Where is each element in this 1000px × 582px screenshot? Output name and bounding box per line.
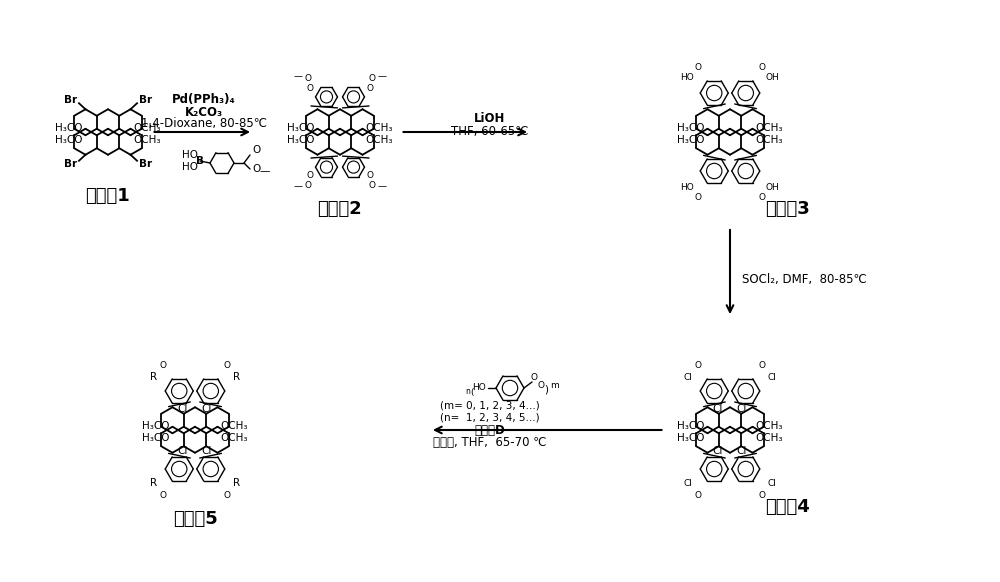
Text: Cl: Cl — [178, 446, 188, 456]
Text: OCH₃: OCH₃ — [134, 135, 161, 145]
Text: H₃CO: H₃CO — [677, 123, 704, 133]
Text: O: O — [758, 193, 765, 201]
Text: HO: HO — [472, 384, 486, 392]
Text: O: O — [160, 491, 167, 499]
Text: Br: Br — [139, 95, 152, 105]
Text: LiOH: LiOH — [474, 112, 506, 125]
Text: Cl: Cl — [713, 403, 723, 413]
Text: Br: Br — [139, 159, 152, 169]
Text: H₃CO: H₃CO — [287, 135, 314, 145]
Text: H₃CO: H₃CO — [677, 421, 704, 431]
Text: 化合物5: 化合物5 — [173, 510, 217, 528]
Text: OCH₃: OCH₃ — [756, 123, 783, 133]
Text: 化合物D: 化合物D — [475, 424, 505, 436]
Text: HO: HO — [182, 150, 198, 160]
Text: O: O — [366, 84, 373, 93]
Text: O: O — [368, 74, 375, 83]
Text: O: O — [160, 360, 167, 370]
Text: Cl: Cl — [768, 372, 777, 381]
Text: Cl: Cl — [768, 478, 777, 488]
Text: —: — — [260, 166, 270, 176]
Text: OH: OH — [766, 73, 780, 81]
Text: 化合物1: 化合物1 — [86, 187, 130, 205]
Text: O: O — [252, 145, 260, 155]
Text: HO: HO — [680, 183, 694, 191]
Text: H₃CO: H₃CO — [677, 433, 704, 443]
Text: —: — — [378, 183, 387, 191]
Text: O: O — [307, 84, 314, 93]
Text: O: O — [223, 360, 230, 370]
Text: R: R — [233, 372, 240, 382]
Text: R: R — [233, 478, 240, 488]
Text: Cl: Cl — [683, 478, 692, 488]
Text: O: O — [695, 62, 702, 72]
Text: O: O — [538, 381, 545, 391]
Text: OCH₃: OCH₃ — [756, 421, 783, 431]
Text: OCH₃: OCH₃ — [221, 433, 248, 443]
Text: R: R — [150, 372, 157, 382]
Text: OCH₃: OCH₃ — [134, 123, 161, 133]
Text: Cl: Cl — [713, 446, 723, 456]
Text: H₃CO: H₃CO — [55, 123, 82, 133]
Text: OCH₃: OCH₃ — [366, 123, 393, 133]
Text: 1,4-Dioxane, 80-85℃: 1,4-Dioxane, 80-85℃ — [141, 118, 267, 130]
Text: O: O — [758, 62, 765, 72]
Text: Pd(PPh₃)₄: Pd(PPh₃)₄ — [172, 94, 236, 107]
Text: O: O — [252, 164, 260, 174]
Text: Cl: Cl — [683, 372, 692, 381]
Text: OCH₃: OCH₃ — [756, 135, 783, 145]
Text: OCH₃: OCH₃ — [221, 421, 248, 431]
Text: O: O — [305, 74, 312, 83]
Text: O: O — [695, 193, 702, 201]
Text: HO: HO — [680, 73, 694, 81]
Text: HO: HO — [182, 162, 198, 172]
Text: Br: Br — [64, 95, 77, 105]
Text: —: — — [293, 183, 302, 191]
Text: Cl: Cl — [202, 403, 212, 413]
Text: 化合物4: 化合物4 — [765, 498, 810, 516]
Text: OCH₃: OCH₃ — [366, 135, 393, 145]
Text: (m= 0, 1, 2, 3, 4...): (m= 0, 1, 2, 3, 4...) — [440, 400, 540, 410]
Text: O: O — [530, 372, 538, 381]
Text: H₃CO: H₃CO — [142, 433, 169, 443]
Text: H₃CO: H₃CO — [142, 421, 169, 431]
Text: B: B — [196, 156, 204, 166]
Text: Cl: Cl — [737, 446, 747, 456]
Text: R: R — [150, 478, 157, 488]
Text: O: O — [223, 491, 230, 499]
Text: H₃CO: H₃CO — [287, 123, 314, 133]
Text: H₃CO: H₃CO — [677, 135, 704, 145]
Text: O: O — [368, 180, 375, 190]
Text: THF, 60-65℃: THF, 60-65℃ — [451, 126, 529, 139]
Text: O: O — [758, 491, 765, 499]
Text: 化合物2: 化合物2 — [318, 200, 362, 218]
Text: H₃CO: H₃CO — [55, 135, 82, 145]
Text: Br: Br — [64, 159, 77, 169]
Text: OH: OH — [766, 183, 780, 191]
Text: O: O — [307, 171, 314, 180]
Text: Cl: Cl — [737, 403, 747, 413]
Text: Cl: Cl — [202, 446, 212, 456]
Text: 三乙胺, THF,  65-70 ℃: 三乙胺, THF, 65-70 ℃ — [433, 436, 547, 449]
Text: (n=  1, 2, 3, 4, 5...): (n= 1, 2, 3, 4, 5...) — [440, 412, 540, 422]
Text: —: — — [378, 72, 387, 81]
Text: n: n — [465, 388, 470, 396]
Text: K₂CO₃: K₂CO₃ — [185, 105, 223, 119]
Text: O: O — [366, 171, 373, 180]
Text: ): ) — [544, 385, 548, 395]
Text: Cl: Cl — [178, 403, 188, 413]
Text: O: O — [758, 360, 765, 370]
Text: —: — — [293, 72, 302, 81]
Text: O: O — [305, 180, 312, 190]
Text: (: ( — [471, 388, 474, 396]
Text: O: O — [695, 491, 702, 499]
Text: OCH₃: OCH₃ — [756, 433, 783, 443]
Text: O: O — [695, 360, 702, 370]
Text: 化合物3: 化合物3 — [765, 200, 810, 218]
Text: SOCl₂, DMF,  80-85℃: SOCl₂, DMF, 80-85℃ — [742, 274, 867, 286]
Text: m: m — [550, 381, 559, 391]
